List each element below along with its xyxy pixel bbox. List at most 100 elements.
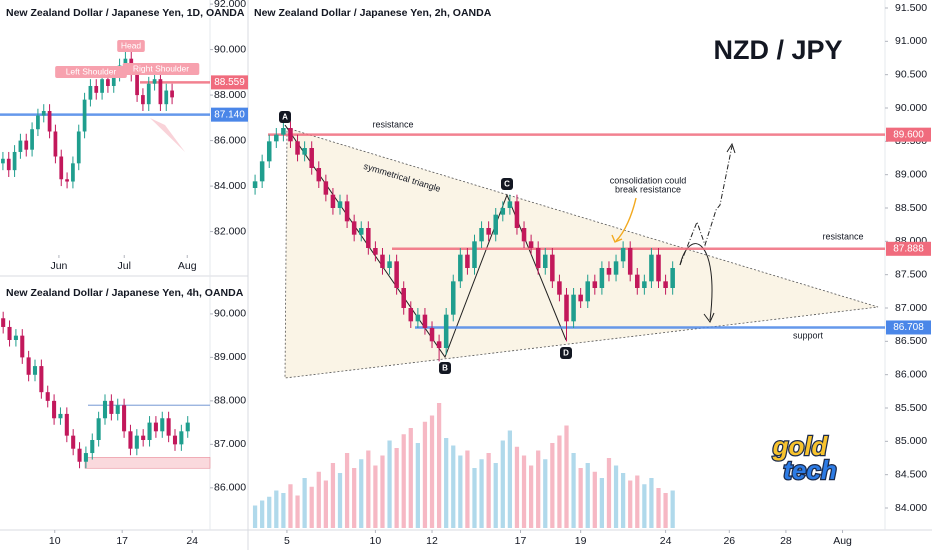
volume-bar: [592, 471, 597, 528]
volume-bar: [366, 450, 371, 528]
y-tick-label: 89.000: [214, 351, 246, 363]
price-label: 86.708: [893, 322, 924, 333]
candle-body: [309, 148, 314, 168]
y-tick-label: 88.000: [214, 395, 246, 407]
volume-bar: [628, 480, 633, 528]
candle-body: [259, 161, 265, 182]
point-label: D: [563, 349, 569, 358]
y-tick-label: 84.500: [895, 468, 927, 480]
candle-body: [479, 228, 484, 242]
candle-body: [288, 128, 293, 142]
candle-body: [642, 281, 647, 288]
candle-body: [88, 85, 93, 100]
candle-body: [401, 288, 406, 308]
y-tick-label: 85.000: [895, 435, 927, 447]
candle-body: [160, 418, 165, 432]
volume-bar: [401, 434, 406, 528]
volume-bar: [663, 493, 668, 528]
note: break resistance: [615, 184, 681, 194]
volume-bar: [642, 484, 647, 528]
candle-body: [65, 179, 69, 182]
candle-body: [507, 201, 513, 208]
point-label: A: [282, 113, 288, 122]
candle-body: [620, 248, 626, 262]
y-tick-label: 90.500: [895, 68, 927, 80]
volume-bar: [408, 428, 413, 528]
candle-body: [627, 248, 633, 275]
candle-body: [613, 261, 619, 275]
candle-body: [302, 148, 307, 155]
x-tick-label: 19: [575, 535, 587, 547]
pattern-label-box: [117, 40, 145, 52]
candle-body: [59, 156, 64, 180]
y-tick-label: 90.000: [214, 308, 246, 320]
volume-bar: [415, 443, 420, 528]
candle-body: [41, 111, 46, 116]
candle-body: [550, 254, 555, 282]
candle-body: [606, 268, 612, 275]
volume-bar: [295, 495, 300, 528]
candle-body: [486, 228, 491, 235]
pattern-label-box: [55, 66, 127, 78]
candle-body: [83, 453, 88, 462]
note: consolidation could: [610, 175, 687, 185]
candle-body: [32, 366, 38, 375]
volume-bar: [536, 450, 541, 528]
candle-body: [71, 435, 76, 449]
candle-body: [592, 281, 598, 288]
candle-body: [123, 58, 128, 66]
volume-bar: [656, 488, 661, 528]
y-tick-label: 84.000: [214, 180, 246, 192]
candle-body: [26, 357, 31, 375]
candle-body: [39, 366, 44, 393]
candle-body: [100, 79, 104, 93]
logo-gold: gold: [772, 431, 829, 461]
panel-title: New Zealand Dollar / Japanese Yen, 4h, O…: [6, 287, 244, 299]
y-tick-label: 92.000: [214, 0, 246, 10]
candle-body: [7, 326, 12, 340]
point-box: [501, 178, 513, 190]
x-tick-label: Jul: [118, 260, 131, 272]
candle-body: [351, 221, 357, 235]
candle-body: [90, 440, 95, 454]
annotation: resistance: [822, 231, 863, 241]
volume-bar: [543, 459, 548, 528]
candle-body: [185, 422, 190, 432]
point-label: C: [504, 180, 510, 189]
volume-bar: [387, 440, 392, 528]
x-tick-label: Jun: [50, 260, 67, 272]
candle-body: [337, 201, 343, 208]
candle-body: [164, 90, 169, 105]
candle-body: [96, 418, 101, 440]
volume-bar: [507, 430, 513, 528]
price-label-box: [211, 75, 248, 90]
price-label: 87.888: [893, 243, 924, 254]
arrow-head: [611, 234, 623, 243]
volume-bar: [493, 463, 498, 528]
volume-bar: [274, 490, 279, 528]
y-tick-label: 84.000: [895, 502, 927, 514]
y-tick-label: 88.000: [214, 89, 246, 101]
candle-body: [295, 141, 300, 155]
volume-bar: [422, 421, 428, 528]
candle-body: [500, 208, 506, 215]
arrow-head: [703, 312, 715, 323]
candle-body: [571, 294, 576, 322]
volume-bar: [436, 403, 442, 528]
candle-body: [106, 79, 110, 86]
x-tick-label: 24: [660, 535, 672, 547]
candle-body: [387, 261, 392, 268]
candle-body: [429, 328, 435, 342]
volume-bar: [571, 453, 576, 528]
candle-body: [58, 413, 63, 419]
volume-bar: [288, 484, 293, 528]
candle-body: [394, 261, 399, 288]
candle-body: [82, 99, 87, 132]
candle-body: [266, 141, 272, 162]
volume-bar: [337, 473, 343, 528]
x-tick-label: Aug: [178, 260, 197, 272]
y-tick-label: 87.000: [895, 302, 927, 314]
candle-body: [330, 194, 336, 208]
volume-bar: [472, 468, 477, 528]
triangle: [284, 127, 879, 379]
